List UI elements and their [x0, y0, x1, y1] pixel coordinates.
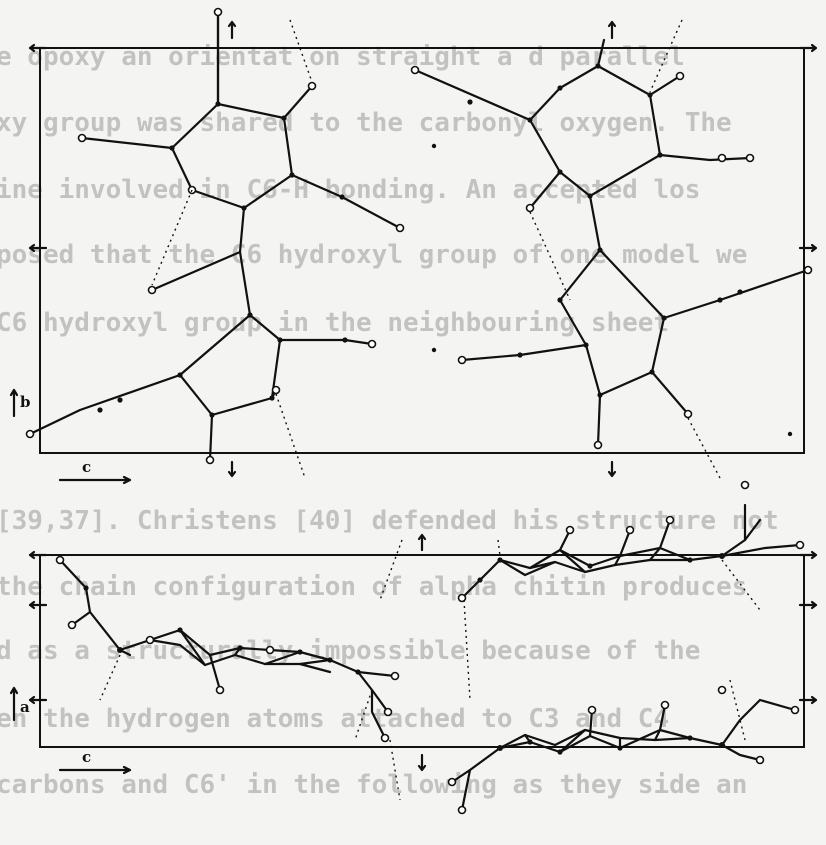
chitin-chain-left-side	[55, 555, 400, 743]
unit-cell-frame-bottom	[39, 554, 805, 748]
bg-text-line: xy group was shared to the carbonyl oxyg…	[0, 108, 732, 138]
chitin-chain-left-top	[25, 7, 405, 465]
edge-ticks-top	[28, 20, 818, 478]
bg-text-line: carbons and C6' in the following as they…	[0, 770, 748, 800]
axis-c-label-top: c	[82, 458, 91, 476]
hydrogen-bonds-bottom	[99, 539, 761, 801]
symmetry-marker	[431, 347, 437, 353]
axis-c-indicator-top: c	[58, 458, 132, 485]
edge-ticks-bottom	[28, 533, 818, 772]
bg-text-line: the chain configuration of alpha chitin …	[0, 572, 748, 602]
bg-text-line: posed that the C6 hydroxyl group of one …	[0, 240, 748, 270]
symmetry-marker	[431, 143, 437, 149]
axis-b-indicator: b	[9, 388, 31, 418]
chitin-chain-right-lower-side	[447, 685, 800, 815]
bg-text-line: [39,37]. Christens [40] defended his str…	[0, 506, 779, 536]
top-panel: b c	[9, 7, 818, 485]
symmetry-marker	[787, 431, 793, 437]
bg-text-line: C6 hydroxyl group in the neighbouring sh…	[0, 308, 670, 338]
chitin-chain-right-upper-side	[457, 480, 805, 603]
hydrogen-bonds-top	[151, 19, 721, 479]
axis-b-label: b	[20, 393, 31, 411]
chitin-chain-right-top	[410, 38, 813, 450]
bg-text-line: en the hydrogen atoms attached to C3 and…	[0, 704, 670, 734]
axis-c-indicator-bottom: c	[58, 748, 132, 775]
unit-cell-frame-top	[39, 47, 805, 454]
axis-c-label-bottom: c	[82, 748, 91, 766]
axis-a-label: a	[20, 698, 30, 716]
axis-a-indicator: a	[9, 686, 30, 722]
bottom-panel: a c	[9, 480, 818, 815]
